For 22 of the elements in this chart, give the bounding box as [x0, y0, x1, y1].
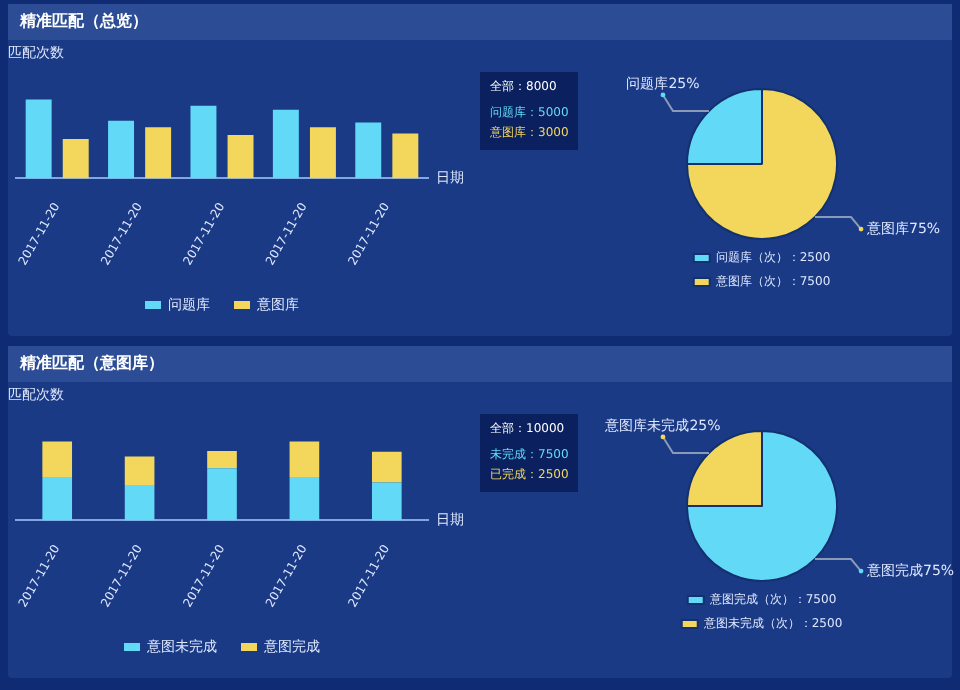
bar [392, 133, 419, 179]
bar [371, 482, 402, 521]
bar [42, 477, 73, 521]
bar [289, 477, 320, 521]
bar [124, 484, 155, 521]
bar [62, 138, 89, 179]
chart-title: 精准匹配（意图库） [8, 346, 952, 382]
bar [108, 120, 135, 179]
bar [227, 135, 254, 179]
bar [190, 105, 217, 179]
bar [145, 127, 172, 179]
chart-title: 精准匹配（总览） [8, 4, 952, 40]
bar [124, 456, 155, 485]
bar [289, 441, 320, 478]
bar [272, 109, 299, 179]
bar [25, 99, 52, 179]
bar [371, 451, 402, 483]
bar [207, 451, 237, 469]
bar [42, 441, 73, 478]
bar [355, 122, 382, 179]
bar [309, 127, 336, 179]
bar [207, 468, 237, 521]
